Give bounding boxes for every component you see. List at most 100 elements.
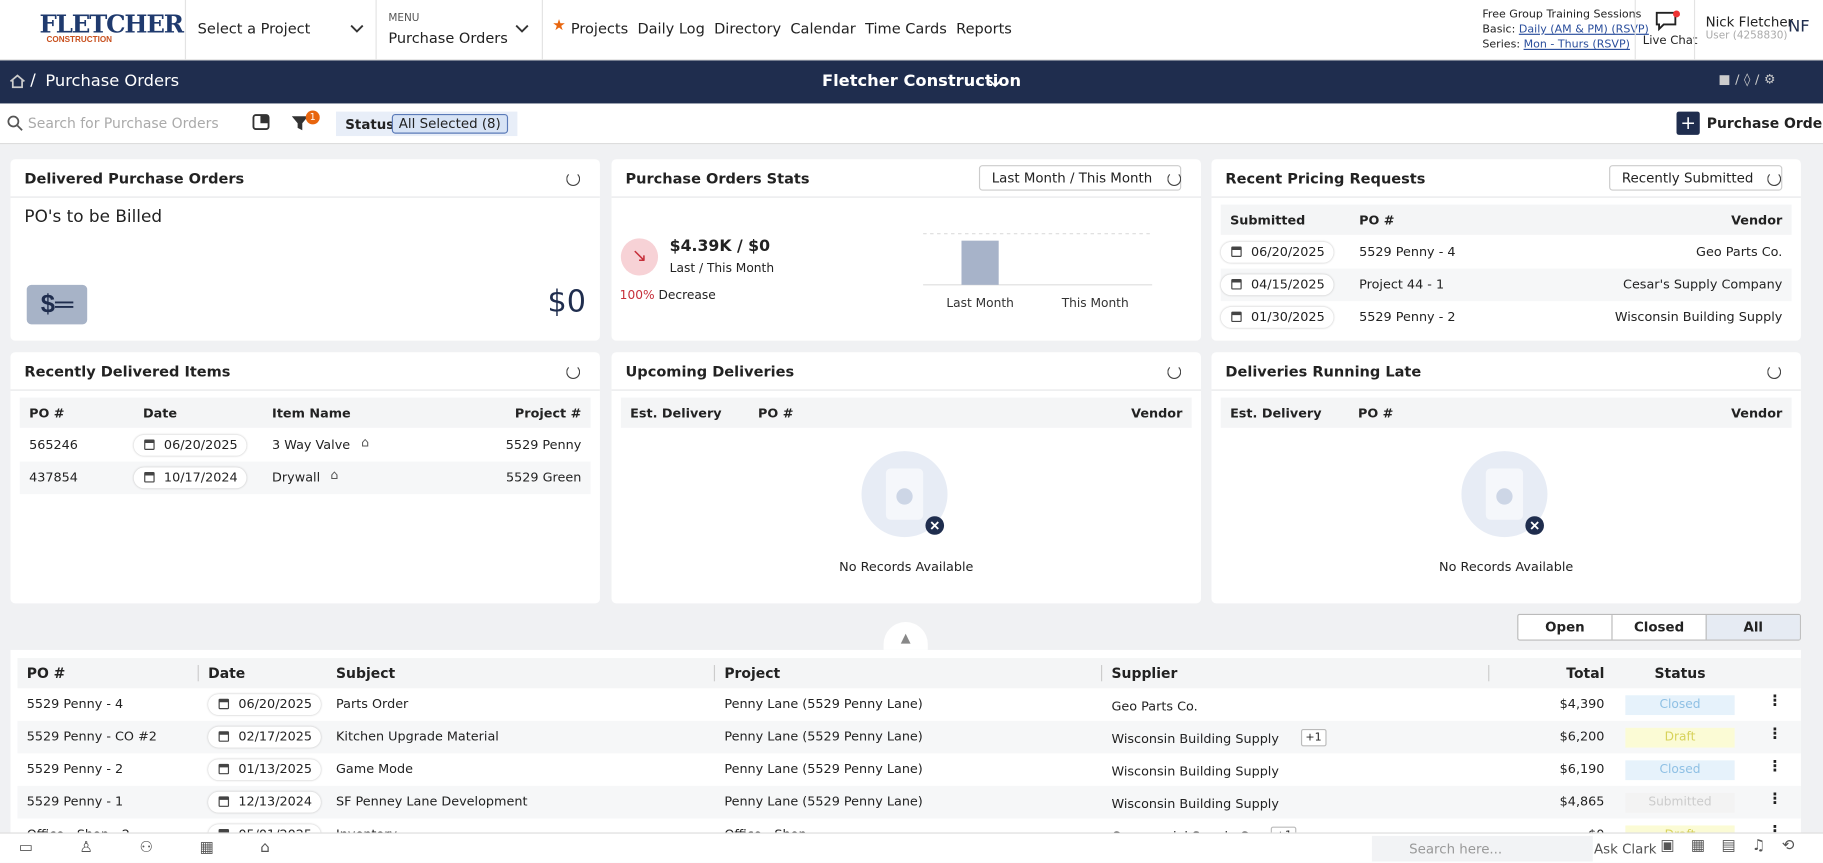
add-button[interactable]: Purchase Order: [1706, 115, 1823, 132]
column-header: PO #: [758, 405, 794, 421]
card-title: Recently Delivered Items: [24, 362, 231, 381]
status-badge: Closed: [1625, 695, 1735, 716]
date-chip: 01/30/2025: [1220, 306, 1335, 328]
series-link[interactable]: Mon - Thurs (RSVP): [1523, 38, 1630, 52]
tabs: Open Closed All: [1517, 613, 1801, 641]
footer-bar: ▭♙⚇▦⌂ Search here... Ask Clark ▣▦▤♫⟲: [0, 832, 1823, 863]
date-chip: 06/20/2025: [208, 694, 322, 716]
total: $4,865: [1559, 794, 1605, 810]
refresh[interactable]: [1167, 365, 1182, 380]
refresh[interactable]: [566, 365, 581, 380]
user-name[interactable]: Nick Fletcher: [1705, 13, 1794, 31]
col-divider: [1488, 665, 1490, 682]
column-header: Supplier: [1111, 665, 1178, 682]
cell: Wisconsin Building Supply: [1614, 309, 1783, 325]
logo[interactable]: FLETCHER: [39, 9, 185, 39]
tag-icon: ⌂: [330, 467, 339, 483]
filter-icon[interactable]: [291, 114, 310, 133]
po-number[interactable]: 5529 Penny - 1: [26, 794, 124, 810]
chat-icon[interactable]: [1653, 8, 1683, 34]
row-menu[interactable]: ⋮: [1767, 758, 1783, 776]
nav-link[interactable]: Directory: [714, 19, 782, 38]
stat-value: $4.39K / $0: [669, 237, 770, 256]
subtitle: PO's to be Billed: [24, 208, 163, 227]
logo-sub: CONSTRUCTION: [46, 36, 113, 45]
dropdown[interactable]: Recently Submitted: [1609, 165, 1783, 191]
date-chip: 04/15/2025: [1220, 274, 1335, 296]
company[interactable]: Fletcher Construction: [821, 72, 1022, 91]
col-divider: [713, 665, 716, 682]
refresh[interactable]: [1167, 172, 1182, 187]
subject: Game Mode: [336, 761, 413, 777]
project: Penny Lane (5529 Penny Lane): [724, 794, 923, 810]
column-header: Date: [143, 405, 178, 421]
breadcrumb-bar: / Purchase Orders Fletcher Construction …: [0, 60, 1823, 104]
po-number[interactable]: 5529 Penny - 2: [26, 761, 124, 777]
column-header: Vendor: [1731, 212, 1783, 228]
footer-search-input[interactable]: Search here...: [1409, 840, 1503, 857]
refresh[interactable]: [1767, 365, 1782, 380]
cell: Project 44 - 1: [1359, 276, 1445, 292]
column-header: Project: [724, 665, 781, 682]
bill-icon: $═: [26, 284, 88, 325]
nav-link[interactable]: Reports: [956, 19, 1012, 38]
board-icon[interactable]: [252, 114, 271, 130]
status-filter[interactable]: Status: All Selected (8): [336, 111, 518, 137]
collapse-button[interactable]: ▲: [883, 622, 928, 650]
divider: [184, 0, 187, 60]
status-value[interactable]: All Selected (8): [391, 113, 508, 134]
project-select[interactable]: Select a Project: [197, 19, 311, 38]
table-header: [1220, 204, 1792, 235]
avatar[interactable]: NF: [1788, 17, 1810, 37]
nav-link[interactable]: Daily Log: [637, 19, 705, 38]
divider: [541, 0, 543, 60]
search-icon: [7, 115, 23, 131]
nav-link[interactable]: Time Cards: [865, 19, 947, 38]
supplier: Wisconsin Building Supply: [1111, 763, 1279, 779]
card-title: Delivered Purchase Orders: [24, 169, 245, 188]
footer-tools[interactable]: ▣▦▤♫⟲: [1660, 837, 1811, 855]
search-input[interactable]: Search for Purchase Orders: [27, 115, 219, 132]
stats-card: Purchase Orders Stats Last Month / This …: [611, 159, 1201, 341]
tab[interactable]: Open: [1545, 618, 1585, 635]
po-number[interactable]: 5529 Penny - 4: [26, 696, 124, 712]
footer-icons[interactable]: ▭♙⚇▦⌂: [18, 839, 317, 857]
tab[interactable]: All: [1705, 615, 1800, 640]
bar-icons[interactable]: ■/◊/⚙: [1718, 72, 1781, 88]
live-chat[interactable]: Live Chat: [1642, 34, 1698, 48]
nav-link[interactable]: Projects: [570, 19, 629, 38]
date-chip: 12/13/2024: [208, 791, 322, 813]
cell: 3 Way Valve: [272, 437, 351, 453]
column-header: Item Name: [272, 405, 351, 421]
footer-search[interactable]: Search here...: [1371, 835, 1593, 862]
recent-table: PO # Date Item Name Project # 565246 06/20/20…: [10, 397, 599, 596]
menu-value[interactable]: Purchase Orders: [388, 29, 508, 47]
date-chip: 06/20/2025: [133, 434, 247, 456]
nav-link[interactable]: Calendar: [790, 19, 856, 38]
refresh[interactable]: [566, 172, 581, 187]
tab[interactable]: Closed: [1611, 615, 1705, 640]
status-badge: Closed: [1625, 760, 1735, 781]
column-header: Status: [1654, 665, 1706, 682]
amount: $0: [547, 284, 586, 320]
row-menu[interactable]: ⋮: [1767, 790, 1783, 809]
stats-chart: Last Month This Month: [923, 233, 1153, 310]
home-icon[interactable]: [9, 74, 25, 89]
row-stripe: [19, 461, 591, 495]
refresh[interactable]: [1767, 172, 1782, 187]
ask-clark[interactable]: Ask Clark: [1593, 840, 1657, 857]
add-icon[interactable]: +: [1676, 111, 1700, 135]
cell: 5529 Penny - 4: [1359, 244, 1456, 260]
dropdown[interactable]: Last Month / This Month: [978, 165, 1182, 191]
column-header: Est. Delivery: [1230, 405, 1322, 421]
po-table-panel: PO # Date Subject Project Supplier Total Statu…: [10, 649, 1801, 846]
recent-card: Recently Delivered Items PO # Date Item Na…: [10, 352, 600, 604]
total: $4,390: [1559, 696, 1605, 712]
row-menu[interactable]: ⋮: [1767, 725, 1783, 743]
po-number[interactable]: 5529 Penny - CO #2: [26, 728, 157, 745]
column-header: Submitted: [1230, 212, 1306, 228]
row-menu[interactable]: ⋮: [1767, 692, 1783, 711]
basic-link[interactable]: Daily (AM & PM) (RSVP): [1518, 23, 1649, 37]
